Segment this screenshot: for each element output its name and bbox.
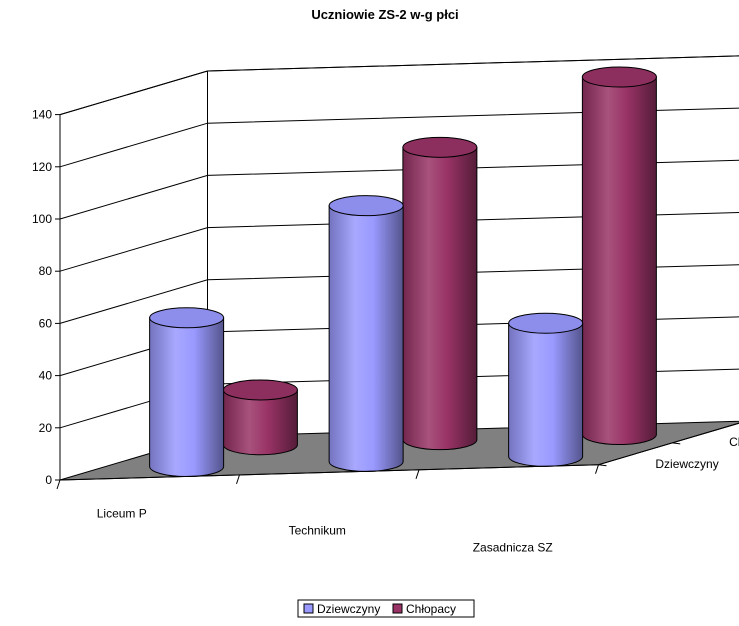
depth-tick-mark <box>599 465 607 466</box>
y-tick-label: 80 <box>39 264 53 278</box>
x-tick-mark <box>237 475 240 484</box>
x-tick-label: Liceum P <box>97 506 147 520</box>
chart-bars <box>150 67 657 477</box>
depth-tick-mark <box>672 443 680 444</box>
bar-chlopacy-zasadnicza-sz <box>582 67 656 445</box>
bar-body <box>329 206 403 472</box>
legend-swatch <box>393 604 402 613</box>
bar-top <box>403 137 477 157</box>
bar-dziewczyny-liceum-p <box>150 308 224 477</box>
legend-label: Dziewczyny <box>317 602 380 616</box>
legend: Dziewczyny Chłopacy <box>298 600 474 617</box>
bar-chlopacy-technikum <box>403 137 477 449</box>
x-tick-label: Technikum <box>289 523 346 537</box>
bar-top <box>150 308 224 328</box>
bar-body <box>150 318 224 477</box>
bar-body <box>582 77 656 445</box>
y-tick-label: 20 <box>39 421 53 435</box>
chart-title: Uczniowie ZS-2 w-g płci <box>311 7 458 22</box>
y-tick-label: 0 <box>45 473 52 487</box>
x-tick-mark <box>416 470 419 479</box>
bar-dziewczyny-zasadnicza-sz <box>509 313 583 466</box>
bar-body <box>509 323 583 466</box>
x-tick-mark <box>57 480 60 489</box>
y-tick-label: 60 <box>39 316 53 330</box>
depth-tick-label: Dziewczyny <box>655 457 718 471</box>
depth-tick-label: Chłopacy <box>729 435 739 449</box>
legend-label: Chłopacy <box>406 602 456 616</box>
x-tick-label: Zasadnicza SZ <box>473 540 553 554</box>
y-tick-label: 40 <box>39 369 53 383</box>
y-tick-label: 120 <box>32 160 52 174</box>
y-tick-label: 140 <box>32 108 52 122</box>
bar-top <box>223 380 297 400</box>
bar-chlopacy-liceum-p <box>223 380 297 455</box>
y-axis: 0 20 40 60 80 100 120 140 <box>32 108 60 487</box>
legend-swatch <box>304 604 313 613</box>
x-axis: Liceum P Technikum Zasadnicza SZ <box>57 465 599 555</box>
bar-dziewczyny-technikum <box>329 196 403 472</box>
bar-body <box>403 147 477 449</box>
bar-top <box>509 313 583 333</box>
y-tick-label: 100 <box>32 212 52 226</box>
x-tick-mark <box>596 465 599 474</box>
bar-top <box>329 196 403 216</box>
bar-top <box>582 67 656 87</box>
